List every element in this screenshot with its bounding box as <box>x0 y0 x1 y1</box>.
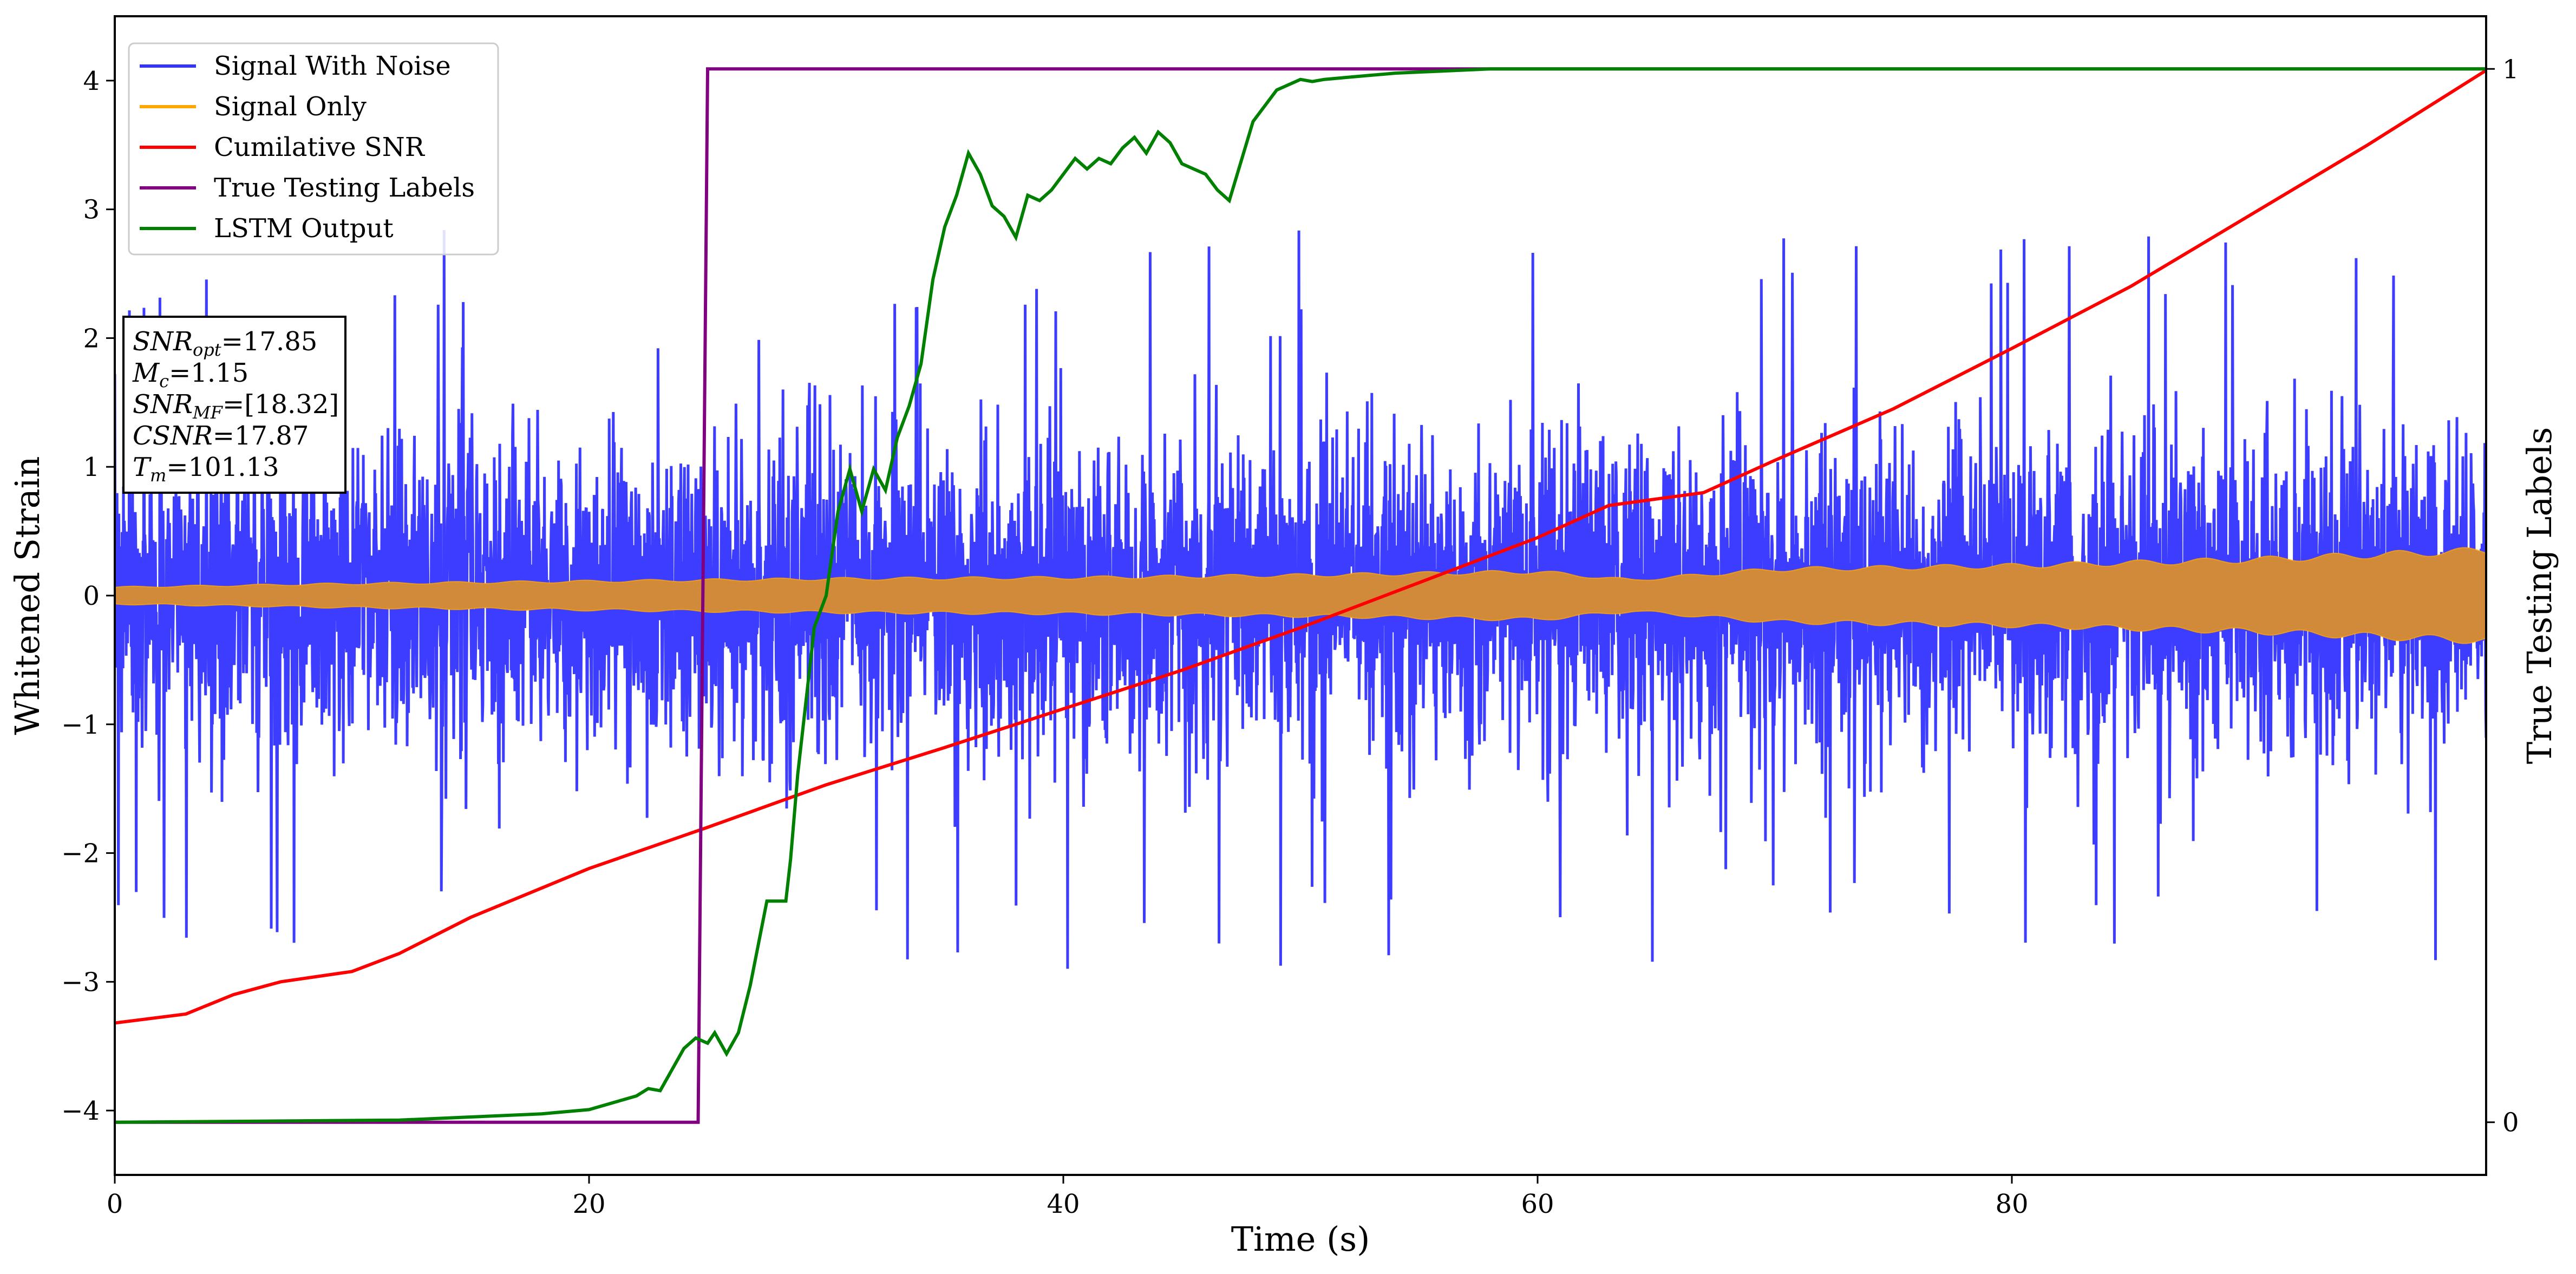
y-axis-left: −4 −3 −2 −1 0 1 2 3 4 <box>61 66 115 1126</box>
y-tick-label: 4 <box>83 66 100 96</box>
legend-label-signal-with-noise: Signal With Noise <box>214 51 451 81</box>
parameter-annotation: SNRopt=17.85Mc=1.15SNRMF=[18.32]CSNR=17.… <box>122 316 346 494</box>
annotation-box <box>122 316 346 494</box>
y-axis-right: 01 <box>2486 54 2519 1138</box>
x-axis: 0 20 40 60 80 <box>107 1175 2029 1219</box>
y-tick-label: 1 <box>83 452 100 482</box>
x-tick-label: 0 <box>107 1189 123 1219</box>
legend-label-lstm-output: LSTM Output <box>214 213 394 244</box>
legend-label-true-testing-labels: True Testing Labels <box>214 173 475 203</box>
annotation-subscript: MF <box>192 402 224 423</box>
annotation-value: =17.87 <box>213 421 309 451</box>
y-axis-title: Whitened Strain <box>8 456 47 735</box>
annotation-value: =[18.32] <box>223 389 339 420</box>
y2-tick-label: 0 <box>2502 1108 2519 1138</box>
annotation-symbol: M <box>132 358 160 388</box>
x-tick-label: 60 <box>1521 1189 1554 1219</box>
annotation-line: Mc=1.15 <box>132 358 249 391</box>
annotation-subscript: opt <box>193 339 221 360</box>
y2-tick-label: 1 <box>2502 54 2519 84</box>
annotation-line: Tm=101.13 <box>133 452 279 486</box>
y-tick-label: −2 <box>61 839 100 869</box>
annotation-symbol: SNR <box>133 326 193 357</box>
annotation-line: CSNR=17.87 <box>133 421 309 451</box>
annotation-value: =101.13 <box>166 452 279 482</box>
y-tick-label: 3 <box>83 195 100 225</box>
x-tick-label: 80 <box>1995 1189 2028 1219</box>
annotation-value: =17.85 <box>221 326 318 357</box>
annotation-symbol: SNR <box>133 389 193 420</box>
legend-label-cumilative-snr: Cumilative SNR <box>214 132 426 162</box>
annotation-symbol: T <box>133 452 152 482</box>
series-lstm-output <box>115 67 2486 1124</box>
y-tick-label: −3 <box>61 967 100 997</box>
annotation-value: =1.15 <box>169 358 249 388</box>
annotation-subscript: c <box>159 371 169 391</box>
series-signal-only <box>115 547 2486 644</box>
y-tick-label: 2 <box>83 323 100 354</box>
plot-area <box>115 67 2486 1124</box>
y2-axis-title: True Testing Labels <box>2520 427 2559 765</box>
annotation-line: SNRMF=[18.32] <box>133 389 339 423</box>
x-tick-label: 40 <box>1047 1189 1080 1219</box>
y-tick-label: −1 <box>61 710 100 740</box>
x-axis-title: Time (s) <box>1231 1219 1370 1259</box>
annotation-symbol: CSNR <box>133 421 213 451</box>
legend-label-signal-only: Signal Only <box>214 92 367 122</box>
y-tick-label: −4 <box>61 1096 100 1126</box>
annotation-line: SNRopt=17.85 <box>133 326 317 360</box>
y-tick-label: 0 <box>83 581 100 611</box>
annotation-subscript: m <box>150 465 166 486</box>
legend: Signal With Noise Signal Only Cumilative S… <box>128 42 499 256</box>
legend-frame <box>128 42 499 256</box>
x-tick-label: 20 <box>572 1189 605 1219</box>
series-cumilative-snr <box>115 69 2486 1025</box>
